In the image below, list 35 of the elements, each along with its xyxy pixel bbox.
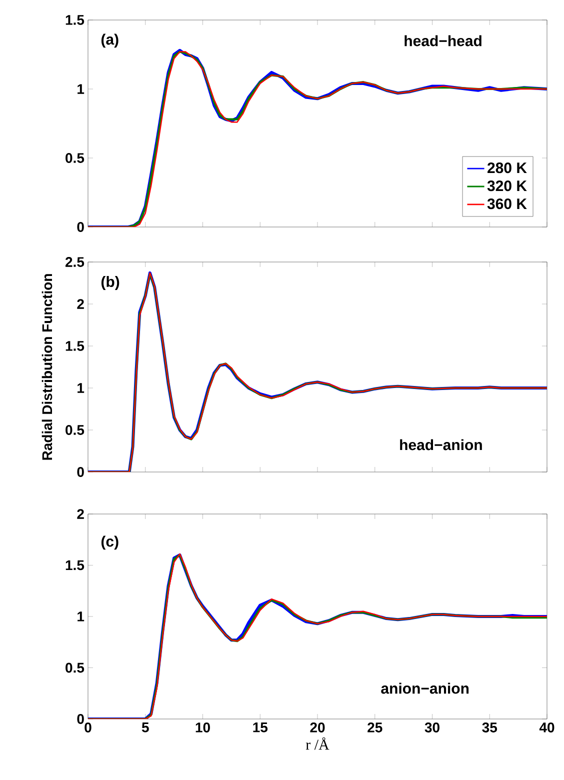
y-axis-title: Radial Distribution Function	[42, 274, 52, 460]
y-tick-label: 1.5	[66, 15, 84, 25]
x-axis-title: r /Å	[306, 737, 330, 750]
x-tick-label: 35	[482, 722, 498, 732]
x-tick-label: 40	[539, 722, 554, 732]
y-tick-label: 0.5	[66, 662, 84, 673]
y-tick-label: 1	[78, 612, 84, 622]
annotation: (b)	[101, 276, 120, 290]
y-tick-label: 0	[77, 222, 84, 232]
y-tick-label: 1	[78, 84, 84, 94]
x-tick-label: 5	[142, 722, 149, 732]
x-tick-label: 20	[310, 722, 325, 732]
annotation: head−head	[404, 35, 482, 46]
y-tick-label: 1.5	[66, 341, 84, 351]
y-tick-label: 2	[77, 299, 84, 309]
y-tick-label: 0	[77, 714, 84, 724]
annotation: (c)	[101, 536, 118, 550]
y-tick-label: 2.5	[65, 257, 84, 267]
x-tick-label: 25	[368, 722, 382, 732]
y-tick-label: 0.5	[66, 153, 84, 163]
annotation: anion−anion	[381, 682, 469, 694]
y-tick-label: 2	[77, 509, 84, 519]
legend-label: 280 K	[488, 162, 527, 174]
legend-label: 320 K	[487, 180, 527, 192]
y-tick-label: 1	[78, 383, 84, 393]
y-tick-label: 0.5	[66, 425, 84, 435]
x-tick-label: 10	[196, 722, 210, 732]
x-tick-label: 15	[253, 722, 268, 732]
annotation: head−anion	[400, 439, 482, 450]
y-tick-label: 1.5	[66, 560, 84, 570]
annotation: (a)	[101, 34, 118, 48]
x-tick-label: 0	[84, 722, 92, 732]
legend-label: 360 K	[487, 198, 527, 210]
y-tick-label: 0	[77, 467, 84, 477]
x-tick-label: 30	[424, 722, 440, 732]
